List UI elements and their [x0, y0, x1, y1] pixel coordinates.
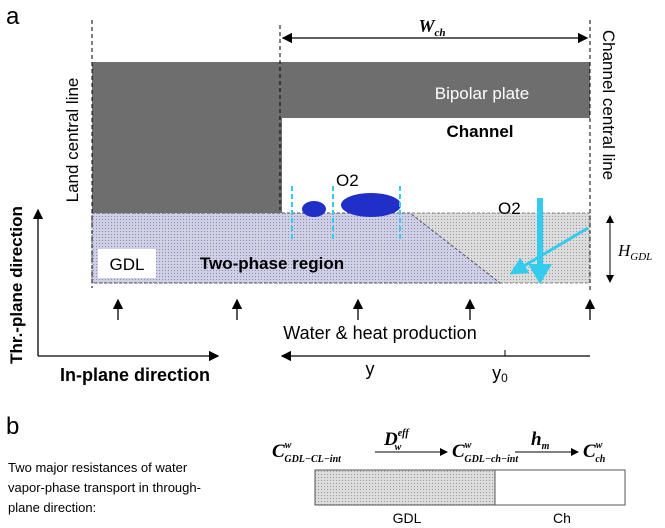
symbol: h	[531, 429, 542, 450]
channel-bar	[495, 470, 625, 505]
gdl-bar	[315, 470, 495, 505]
channel-line-label: Channel central line	[599, 30, 618, 180]
thickness-label: HGDL	[617, 241, 652, 263]
concentration-cl: Cw GDL−CL−int	[272, 440, 342, 465]
production-arrows	[118, 300, 590, 320]
subscript: 0	[501, 371, 508, 385]
subscript: m	[542, 441, 550, 452]
superscript: w	[596, 440, 603, 451]
panel-label: b	[6, 413, 19, 440]
land-line-label: Land central line	[63, 78, 82, 203]
o2-label: O2	[336, 171, 359, 190]
droplet	[341, 193, 401, 217]
superscript: w	[465, 440, 472, 451]
width-label: Wch	[418, 16, 445, 39]
channel-bar-label: Ch	[553, 510, 571, 526]
panel-label: a	[6, 3, 20, 30]
y-label: y	[366, 359, 375, 379]
y0-label: y0	[492, 363, 508, 385]
subscript: GDL−ch−int	[464, 454, 519, 465]
subscript: w	[395, 442, 402, 453]
through-plane-label: Thr.-plane direction	[7, 206, 26, 364]
gdl-bar-label: GDL	[393, 510, 422, 526]
production-label: Water & heat production	[283, 323, 476, 343]
in-plane-label: In-plane direction	[60, 365, 210, 385]
description: Two major resistances of water	[8, 460, 188, 475]
plate-label: Bipolar plate	[435, 84, 530, 103]
symbol: y	[492, 363, 501, 383]
superscript: eff	[398, 428, 411, 439]
concentration-ch: Cw ch	[583, 440, 606, 465]
droplet	[302, 201, 326, 217]
two-phase-label: Two-phase region	[200, 254, 344, 273]
mass-transfer: hm	[531, 429, 550, 452]
symbol: C	[452, 441, 465, 462]
o2-label: O2	[498, 199, 521, 218]
gdl-label: GDL	[110, 255, 145, 274]
channel-label: Channel	[446, 122, 513, 141]
subscript: GDL−CL−int	[284, 454, 342, 465]
figure: a Bipolar plate Channel Wch Land central…	[0, 0, 665, 528]
symbol: C	[583, 441, 596, 462]
superscript: w	[285, 440, 292, 451]
concentration-ch-int: Cw GDL−ch−int	[452, 440, 519, 465]
subscript: ch	[435, 27, 446, 39]
description: plane direction:	[8, 500, 96, 515]
subscript: ch	[595, 454, 605, 465]
subscript: GDL	[630, 251, 652, 263]
description: vapor-phase transport in through-	[8, 480, 201, 495]
symbol: C	[272, 441, 285, 462]
